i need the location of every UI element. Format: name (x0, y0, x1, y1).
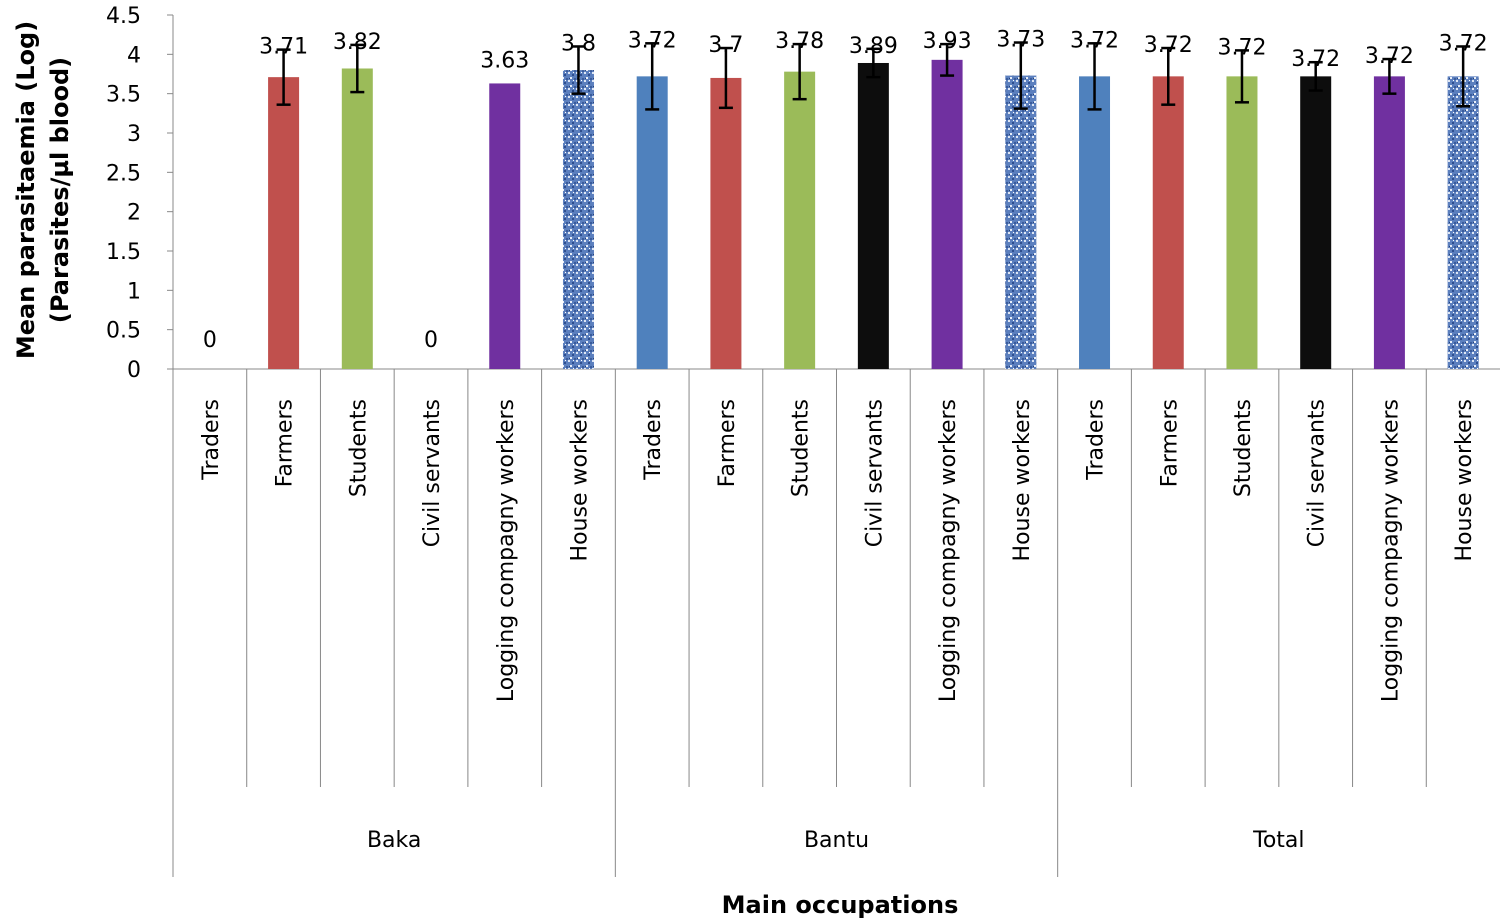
bar (1079, 76, 1111, 370)
y-tick-label: 0.5 (106, 319, 141, 344)
category-label: Farmers (273, 399, 298, 487)
category-label: Students (346, 399, 371, 497)
category-label: Civil servants (420, 399, 445, 547)
y-tick-label: 2.5 (106, 161, 141, 186)
data-label: 3.72 (1439, 31, 1488, 56)
data-label: 3.72 (1365, 44, 1414, 69)
data-label: 3.72 (1217, 35, 1266, 60)
x-axis-title: Main occupations (722, 891, 959, 919)
axes: 0 0.5 1 1.5 2 2.5 3 3.5 4 4.5 (106, 4, 1500, 877)
data-label: 3.72 (628, 28, 677, 53)
y-tick-label: 4.5 (106, 4, 141, 29)
y-tick-label: 1 (127, 279, 141, 304)
category-label: House workers (1010, 399, 1035, 561)
data-label: 3.89 (849, 34, 898, 59)
category-label: Traders (1084, 399, 1109, 481)
bar (636, 76, 668, 370)
category-label: Civil servants (862, 399, 887, 547)
bar (784, 71, 816, 369)
y-tick-label: 0 (127, 358, 141, 383)
group-label: Baka (367, 828, 421, 853)
category-label: Civil servants (1305, 399, 1330, 547)
category-label: Logging compagny workers (1378, 399, 1403, 702)
category-label: Traders (199, 399, 224, 481)
data-label: 3.82 (333, 30, 382, 55)
bar (1152, 76, 1184, 370)
bar (857, 62, 889, 370)
data-label: 3.78 (775, 29, 824, 54)
bar (562, 70, 594, 370)
data-label: 3.8 (561, 31, 596, 56)
data-label: 3.72 (1144, 33, 1193, 58)
category-label: House workers (567, 399, 592, 561)
bar (341, 68, 373, 369)
data-label: 3.63 (480, 48, 529, 73)
category-label: Logging compagny workers (494, 399, 519, 702)
y-tick-label: 4 (127, 43, 141, 68)
data-label: 3.7 (708, 33, 743, 58)
bar (1300, 76, 1332, 370)
bar (1005, 75, 1037, 369)
category-label: Students (1231, 399, 1256, 497)
data-label: 3.72 (1291, 47, 1340, 72)
bar (489, 83, 521, 369)
group-label: Total (1252, 828, 1304, 853)
category-label: Farmers (715, 399, 740, 487)
bars (268, 41, 1479, 370)
y-tick-label: 3 (127, 122, 141, 147)
data-label: 3.71 (259, 35, 308, 60)
bar (1447, 76, 1479, 370)
bar (1226, 76, 1258, 370)
y-tick-label: 3.5 (106, 83, 141, 108)
y-tick-label: 1.5 (106, 240, 141, 265)
y-tick-label: 2 (127, 201, 141, 226)
data-label: 0 (203, 328, 217, 353)
bar (710, 77, 742, 369)
y-axis-title-line1: Mean parasitaemia (Log) (12, 21, 40, 359)
category-label: Farmers (1157, 399, 1182, 487)
bar (268, 77, 300, 369)
data-label: 3.93 (923, 29, 972, 54)
data-label: 3.73 (996, 28, 1045, 53)
category-label: Traders (641, 399, 666, 481)
y-axis-title-line2: (Parasites/µl blood) (46, 57, 74, 323)
data-label: 0 (424, 328, 438, 353)
group-label: Bantu (804, 828, 869, 853)
category-label: Students (789, 399, 814, 497)
category-label: Logging compagny workers (936, 399, 961, 702)
bar (1373, 76, 1405, 370)
bar (931, 59, 963, 370)
category-label: House workers (1452, 399, 1477, 561)
data-label: 3.72 (1070, 28, 1119, 53)
